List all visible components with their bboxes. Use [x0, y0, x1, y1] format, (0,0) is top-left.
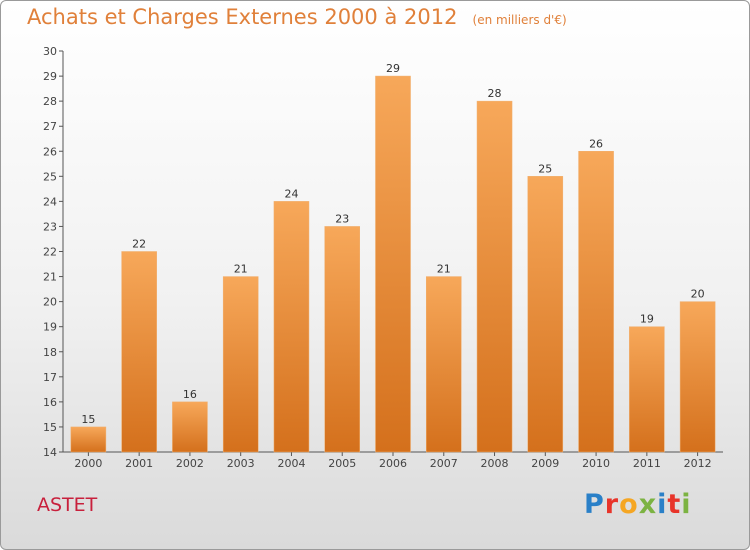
- y-tick-label: 25: [43, 170, 57, 183]
- data-label-2011: 19: [640, 313, 654, 326]
- y-tick-label: 30: [43, 45, 57, 58]
- y-tick-label: 20: [43, 296, 57, 309]
- data-label-2001: 22: [132, 238, 146, 251]
- unit-text: (en milliers d'€): [472, 13, 567, 27]
- proxiti-logo[interactable]: Proxiti: [584, 489, 692, 520]
- y-tick-label: 14: [43, 446, 57, 459]
- data-label-2007: 21: [437, 263, 451, 276]
- logo-letter: r: [604, 489, 620, 520]
- data-label-2009: 25: [538, 162, 552, 175]
- data-label-2000: 15: [81, 413, 95, 426]
- bar-2010: [578, 151, 614, 453]
- y-tick-label: 19: [43, 321, 57, 334]
- x-tick-label-2002: 2002: [176, 457, 204, 470]
- bar-2002: [172, 401, 208, 453]
- x-tick-label-2012: 2012: [684, 457, 712, 470]
- y-tick-label: 21: [43, 271, 57, 284]
- x-tick-label-2001: 2001: [125, 457, 153, 470]
- x-tick-label-2004: 2004: [277, 457, 305, 470]
- chart-title: Achats et Charges Externes 2000 à 2012 (…: [27, 5, 567, 29]
- y-tick-label: 28: [43, 95, 57, 108]
- y-tick-label: 24: [43, 195, 57, 208]
- x-tick-label-2003: 2003: [227, 457, 255, 470]
- logo-letter: o: [619, 489, 639, 520]
- x-tick-label-2007: 2007: [430, 457, 458, 470]
- data-label-2002: 16: [183, 388, 197, 401]
- data-label-2005: 23: [335, 212, 349, 225]
- logo-letter: P: [584, 489, 605, 520]
- bar-2004: [273, 201, 310, 453]
- bar-2006: [375, 75, 411, 453]
- bar-2008: [476, 100, 513, 453]
- y-tick-label: 22: [43, 246, 57, 259]
- title-text: Achats et Charges Externes 2000 à 2012: [27, 5, 458, 29]
- bar-2012: [679, 301, 716, 453]
- logo-letter: t: [667, 489, 682, 520]
- bar-2005: [324, 226, 360, 453]
- bar-2009: [527, 176, 564, 453]
- logo-letter: i: [681, 489, 692, 520]
- x-tick-label-2005: 2005: [328, 457, 356, 470]
- data-label-2003: 21: [234, 263, 248, 276]
- data-label-2006: 29: [386, 62, 400, 75]
- bar-2000: [70, 426, 107, 453]
- y-tick-label: 18: [43, 346, 57, 359]
- x-tick-label-2009: 2009: [531, 457, 559, 470]
- bar-2007: [426, 276, 462, 453]
- x-tick-label-2011: 2011: [633, 457, 661, 470]
- x-tick-label-2000: 2000: [74, 457, 102, 470]
- data-label-2010: 26: [589, 137, 603, 150]
- logo-letter: i: [657, 489, 668, 520]
- x-tick-label-2008: 2008: [481, 457, 509, 470]
- x-tick-label-2006: 2006: [379, 457, 407, 470]
- y-tick-label: 17: [43, 371, 57, 384]
- y-tick-label: 29: [43, 70, 57, 83]
- data-label-2004: 24: [284, 187, 298, 200]
- y-tick-label: 15: [43, 421, 57, 434]
- y-tick-label: 26: [43, 145, 57, 158]
- y-tick-label: 27: [43, 120, 57, 133]
- data-label-2008: 28: [488, 87, 502, 100]
- x-tick-label-2010: 2010: [582, 457, 610, 470]
- bar-2011: [629, 326, 665, 453]
- y-tick-label: 16: [43, 396, 57, 409]
- bar-2003: [222, 276, 259, 453]
- logo-letter: x: [638, 489, 658, 520]
- commune-name: ASTET: [37, 494, 98, 516]
- data-label-2012: 20: [691, 288, 705, 301]
- bar-2001: [121, 251, 157, 453]
- y-tick-label: 23: [43, 220, 57, 233]
